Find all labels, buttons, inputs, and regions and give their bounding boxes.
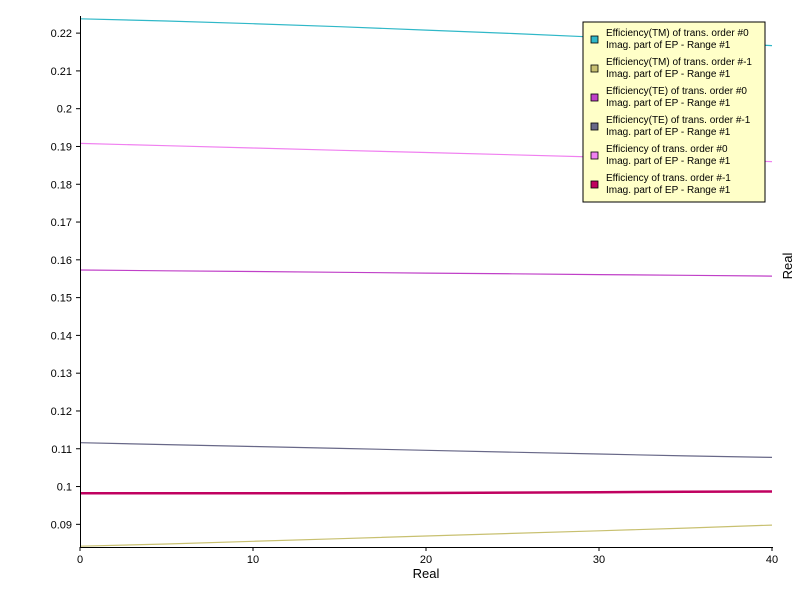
legend-swatch — [590, 151, 599, 160]
legend-entry-sublabel: Imag. part of EP - Range #1 — [606, 98, 731, 109]
legend-entry-sublabel: Imag. part of EP - Range #1 — [606, 156, 731, 167]
y-axis-title: Real — [780, 253, 795, 280]
y-tick-label: 0.1 — [57, 482, 72, 494]
legend-entry-label: Efficiency of trans. order #0 — [606, 144, 728, 155]
legend-swatch — [590, 180, 599, 189]
y-tick-label: 0.09 — [51, 519, 72, 531]
series-lines — [80, 18, 773, 547]
x-tick-label: 40 — [766, 554, 778, 566]
y-tick-label: 0.18 — [51, 179, 72, 191]
series-line-6 — [80, 490, 773, 495]
legend-swatch — [590, 35, 599, 44]
legend-entry-sublabel: Imag. part of EP - Range #1 — [606, 69, 731, 80]
legend-entry-label: Efficiency(TM) of trans. order #0 — [606, 28, 749, 39]
series-line-4 — [80, 442, 773, 458]
y-tick-label: 0.2 — [57, 104, 72, 116]
x-tick-label: 30 — [593, 554, 605, 566]
legend-box — [582, 21, 766, 203]
legend-entry-sublabel: Imag. part of EP - Range #1 — [606, 127, 731, 138]
y-tick-label: 0.19 — [51, 141, 72, 153]
y-tick-label: 0.12 — [51, 406, 72, 418]
y-tick-label: 0.13 — [51, 368, 72, 380]
legend-entry-label: Efficiency(TE) of trans. order #-1 — [606, 115, 751, 126]
y-tick-label: 0.22 — [51, 28, 72, 40]
x-axis-ticks: 0 10 20 30 40 — [77, 547, 778, 566]
y-tick-label: 0.11 — [51, 444, 72, 456]
legend-entry-label: Efficiency of trans. order #-1 — [606, 173, 731, 184]
y-tick-label: 0.14 — [51, 330, 72, 342]
y-tick-label: 0.16 — [51, 255, 72, 267]
x-axis-title: Real — [413, 566, 440, 581]
series-line-3 — [80, 269, 773, 277]
x-tick-label: 10 — [247, 554, 259, 566]
legend-swatch — [590, 93, 599, 102]
y-tick-label: 0.17 — [51, 217, 72, 229]
legend-entry-label: Efficiency(TM) of trans. order #-1 — [606, 57, 752, 68]
legend-swatch — [590, 122, 599, 131]
x-tick-label: 20 — [420, 554, 432, 566]
legend-entry-sublabel: Imag. part of EP - Range #1 — [606, 185, 731, 196]
x-tick-label: 0 — [77, 554, 83, 566]
y-tick-label: 0.21 — [51, 66, 72, 78]
legend-entry-sublabel: Imag. part of EP - Range #1 — [606, 40, 731, 51]
series-line-2 — [80, 524, 773, 547]
y-axis-ticks: 0.09 0.1 0.11 0.12 0.13 0.14 0.15 0.16 0.17 0.18 0… — [51, 28, 80, 531]
y-tick-label: 0.15 — [51, 293, 72, 305]
legend-swatch — [590, 64, 599, 73]
legend-entry-label: Efficiency(TE) of trans. order #0 — [606, 86, 747, 97]
